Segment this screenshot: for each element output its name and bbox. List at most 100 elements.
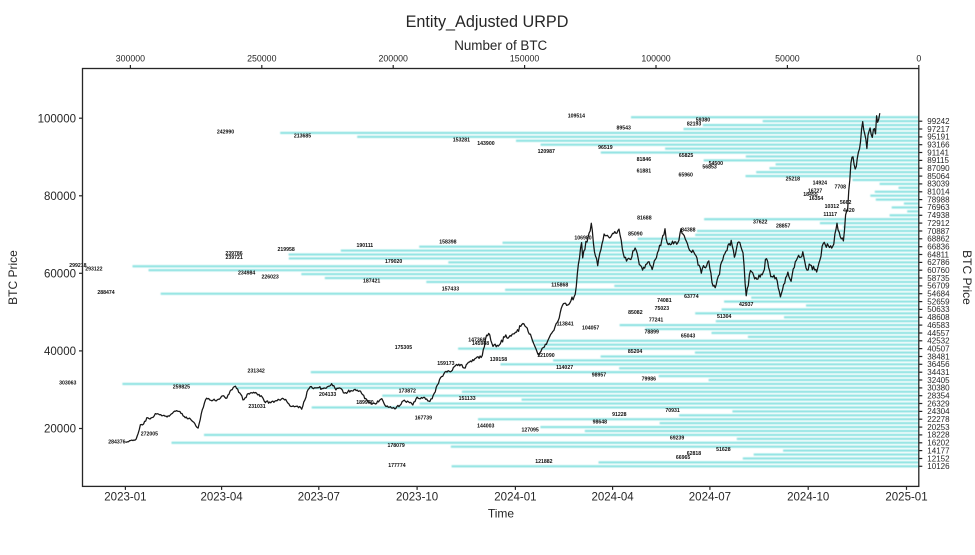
svg-text:89115: 89115 — [927, 156, 949, 165]
svg-text:54500: 54500 — [709, 161, 724, 167]
svg-text:190111: 190111 — [356, 243, 373, 249]
svg-text:99242: 99242 — [927, 117, 950, 126]
svg-text:242990: 242990 — [217, 129, 234, 135]
svg-text:Time: Time — [488, 507, 515, 521]
svg-text:61881: 61881 — [637, 169, 652, 175]
svg-text:127095: 127095 — [521, 428, 538, 434]
svg-text:93166: 93166 — [927, 141, 950, 150]
svg-text:91228: 91228 — [612, 412, 627, 418]
svg-text:36456: 36456 — [927, 360, 950, 369]
svg-text:2025-01: 2025-01 — [885, 492, 927, 504]
svg-text:70887: 70887 — [927, 227, 950, 236]
svg-text:20253: 20253 — [927, 423, 950, 432]
svg-text:25218: 25218 — [786, 176, 801, 182]
svg-text:14177: 14177 — [927, 446, 950, 455]
svg-text:204133: 204133 — [319, 392, 336, 398]
svg-text:178079: 178079 — [387, 443, 404, 449]
svg-text:2024-10: 2024-10 — [787, 492, 829, 504]
svg-text:100000: 100000 — [38, 113, 76, 125]
svg-text:16202: 16202 — [927, 439, 950, 448]
svg-text:56853: 56853 — [702, 165, 717, 171]
svg-text:158398: 158398 — [439, 239, 456, 245]
svg-text:37622: 37622 — [753, 220, 768, 226]
svg-text:28354: 28354 — [927, 392, 950, 401]
svg-text:46583: 46583 — [927, 321, 950, 330]
svg-text:59380: 59380 — [696, 118, 711, 124]
svg-text:52659: 52659 — [927, 297, 950, 306]
svg-text:272005: 272005 — [141, 431, 158, 437]
svg-text:153281: 153281 — [453, 137, 470, 143]
svg-text:66965: 66965 — [676, 455, 691, 461]
svg-text:2024-01: 2024-01 — [494, 492, 536, 504]
svg-text:89543: 89543 — [616, 126, 631, 132]
svg-text:44557: 44557 — [927, 329, 950, 338]
svg-text:115868: 115868 — [551, 282, 568, 288]
svg-text:74081: 74081 — [657, 298, 672, 304]
svg-text:98648: 98648 — [593, 420, 608, 426]
svg-text:91141: 91141 — [927, 148, 949, 157]
svg-text:2023-10: 2023-10 — [396, 492, 438, 504]
svg-text:121882: 121882 — [535, 459, 552, 465]
svg-text:70931: 70931 — [665, 408, 680, 414]
svg-text:2024-04: 2024-04 — [591, 492, 634, 504]
svg-text:177774: 177774 — [388, 463, 405, 469]
svg-text:68862: 68862 — [927, 235, 950, 244]
svg-text:76963: 76963 — [927, 203, 950, 212]
svg-text:34431: 34431 — [927, 368, 950, 377]
svg-text:147368: 147368 — [468, 337, 485, 343]
svg-text:219958: 219958 — [277, 247, 294, 253]
svg-text:16727: 16727 — [808, 188, 823, 194]
svg-text:109514: 109514 — [568, 114, 585, 120]
svg-text:80000: 80000 — [44, 191, 76, 203]
svg-text:300000: 300000 — [116, 54, 145, 64]
svg-text:74938: 74938 — [927, 211, 950, 220]
svg-text:81688: 81688 — [637, 216, 652, 222]
svg-text:65960: 65960 — [678, 173, 693, 179]
svg-text:42937: 42937 — [739, 302, 754, 308]
svg-text:75023: 75023 — [655, 306, 670, 312]
svg-text:84388: 84388 — [681, 227, 696, 233]
svg-text:231342: 231342 — [247, 369, 264, 375]
svg-text:50000: 50000 — [775, 54, 800, 64]
svg-text:0: 0 — [916, 54, 921, 64]
svg-text:159173: 159173 — [437, 361, 454, 367]
svg-text:143900: 143900 — [477, 141, 494, 147]
svg-text:87090: 87090 — [927, 164, 950, 173]
svg-text:98957: 98957 — [592, 373, 607, 379]
svg-text:11117: 11117 — [823, 212, 837, 218]
svg-text:51628: 51628 — [716, 447, 731, 453]
svg-text:58735: 58735 — [927, 274, 950, 283]
svg-text:2023-04: 2023-04 — [200, 492, 243, 504]
svg-text:85064: 85064 — [927, 172, 950, 181]
svg-text:28857: 28857 — [776, 224, 791, 230]
svg-text:239721: 239721 — [225, 255, 242, 261]
svg-text:157433: 157433 — [442, 286, 459, 292]
svg-text:72912: 72912 — [927, 219, 950, 228]
svg-text:16354: 16354 — [809, 196, 824, 202]
svg-text:97217: 97217 — [927, 125, 950, 134]
svg-text:7708: 7708 — [834, 184, 846, 190]
svg-text:299218: 299218 — [69, 263, 86, 269]
svg-text:65043: 65043 — [681, 333, 696, 339]
svg-text:69239: 69239 — [670, 435, 685, 441]
svg-text:78899: 78899 — [644, 329, 659, 335]
svg-text:62818: 62818 — [687, 451, 702, 457]
svg-text:231031: 231031 — [248, 404, 265, 410]
svg-text:150000: 150000 — [510, 54, 539, 64]
svg-text:64811: 64811 — [927, 250, 949, 259]
svg-text:145988: 145988 — [472, 341, 489, 347]
svg-text:200000: 200000 — [379, 54, 408, 64]
svg-text:51304: 51304 — [717, 314, 732, 320]
svg-text:95191: 95191 — [927, 133, 950, 142]
svg-text:10126: 10126 — [927, 462, 950, 471]
svg-text:62786: 62786 — [927, 258, 950, 267]
svg-text:18455: 18455 — [803, 192, 818, 198]
svg-text:104057: 104057 — [582, 326, 599, 332]
svg-text:175305: 175305 — [395, 345, 412, 351]
svg-text:288474: 288474 — [97, 290, 114, 296]
svg-text:BTC Price: BTC Price — [960, 250, 974, 305]
svg-text:250000: 250000 — [247, 54, 276, 64]
svg-text:173872: 173872 — [399, 388, 416, 394]
svg-text:12152: 12152 — [927, 454, 950, 463]
svg-text:40000: 40000 — [44, 346, 76, 358]
